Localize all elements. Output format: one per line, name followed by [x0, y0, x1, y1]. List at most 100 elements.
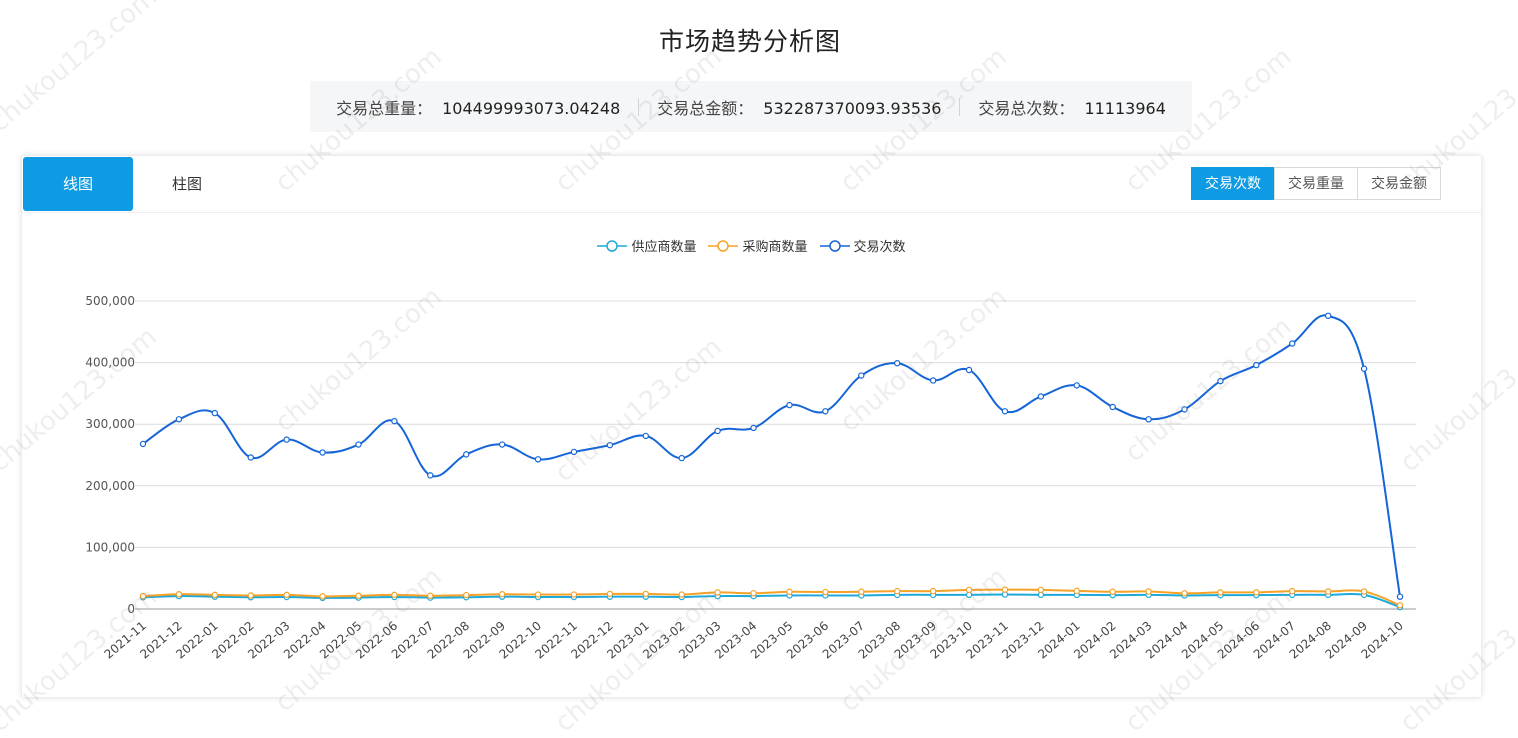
data-point: [355, 592, 362, 599]
data-point: [319, 449, 326, 456]
total-weight-label: 交易总重量：: [336, 98, 433, 118]
data-point: [211, 591, 219, 599]
data-point: [175, 416, 183, 423]
data-point: [714, 427, 721, 435]
data-point: [175, 591, 183, 598]
data-point: [1253, 589, 1260, 596]
total-count-stat: 交易总次数： 11113964: [960, 95, 1183, 119]
data-point: [822, 408, 829, 415]
metric-toggle-group: 交易次数 交易重量 交易金额: [1191, 167, 1441, 200]
data-point: [1217, 589, 1224, 596]
data-point: [1289, 340, 1296, 347]
legend-label: 采购商数量: [742, 240, 808, 255]
data-point: [678, 454, 685, 462]
data-point: [534, 591, 542, 598]
legend-item-suppliers[interactable]: 供应商数量: [597, 236, 696, 255]
data-point: [1073, 587, 1080, 595]
data-point: [750, 590, 757, 597]
chart-tab-bar: 线图 柱图 交易次数 交易重量 交易金额: [22, 156, 1481, 213]
y-tick-label: 200,000: [85, 479, 135, 493]
data-point: [1360, 365, 1368, 372]
chart-legend: 供应商数量 采购商数量 交易次数: [22, 236, 1481, 255]
metric-amount-button[interactable]: 交易金额: [1357, 167, 1441, 200]
data-point: [463, 591, 470, 599]
total-weight-value: 104499993073.04248: [442, 98, 621, 118]
legend-label: 交易次数: [853, 240, 906, 255]
metric-weight-button[interactable]: 交易重量: [1274, 167, 1358, 200]
y-tick-label: 400,000: [85, 356, 135, 370]
data-point: [1324, 588, 1332, 595]
data-point: [1289, 587, 1296, 595]
data-point: [355, 441, 362, 448]
data-point: [498, 591, 506, 598]
data-point: [498, 441, 506, 448]
data-point: [894, 360, 901, 367]
data-point: [1109, 403, 1116, 411]
total-count-value: 11113964: [1084, 98, 1166, 118]
data-point: [678, 591, 685, 598]
data-point: [714, 589, 721, 596]
data-point: [1253, 361, 1260, 369]
data-point: [858, 588, 865, 595]
line-chart: 0100,000200,000300,000400,000500,0002021…: [85, 294, 1416, 662]
data-point: [1145, 588, 1152, 595]
chart-card: 线图 柱图 交易次数 交易重量 交易金额 供应商数量 采购商数量 交易次数 0 1…: [22, 156, 1481, 697]
page-title: 市场趋势分析图: [658, 27, 841, 56]
data-point: [1037, 393, 1045, 400]
data-point: [427, 472, 434, 479]
data-point: [1181, 590, 1188, 597]
data-point: [750, 424, 757, 432]
legend-item-buyers[interactable]: 采购商数量: [708, 236, 808, 255]
tab-line-chart[interactable]: 线图: [23, 157, 133, 211]
data-point: [139, 440, 147, 448]
data-point: [1037, 586, 1045, 594]
stat-divider: [638, 97, 640, 116]
legend-item-transactions[interactable]: 交易次数: [819, 236, 906, 255]
data-point: [1145, 416, 1152, 423]
data-point: [570, 448, 578, 456]
legend-marker-icon: [708, 239, 739, 252]
legend-label: 供应商数量: [631, 240, 697, 255]
y-tick-label: 0: [127, 602, 135, 616]
data-point: [139, 592, 147, 600]
data-point: [929, 377, 937, 384]
total-count-label: 交易总次数：: [978, 98, 1075, 118]
total-weight-stat: 交易总重量： 104499993073.04248: [318, 95, 638, 119]
data-point: [858, 372, 865, 379]
data-point: [606, 441, 614, 449]
data-point: [965, 586, 973, 594]
total-amount-label: 交易总金额：: [657, 98, 754, 118]
data-point: [1109, 588, 1116, 595]
data-point: [642, 590, 650, 598]
data-point: [606, 590, 614, 598]
summary-bar: 交易总重量： 104499993073.04248 交易总金额： 532287370…: [310, 81, 1192, 132]
data-point: [929, 587, 937, 595]
watermark-text: chukou123.com: [0, 0, 163, 139]
data-point: [1001, 408, 1009, 415]
series-line-transactions: [142, 314, 1401, 597]
data-point: [391, 591, 398, 599]
tab-bar-chart[interactable]: 柱图: [171, 175, 202, 193]
data-point: [1396, 593, 1404, 600]
data-point: [822, 588, 829, 596]
data-point: [427, 592, 434, 599]
data-point: [211, 409, 219, 417]
total-amount-stat: 交易总金额： 532287370093.93536: [639, 95, 959, 119]
data-point: [642, 432, 650, 440]
y-tick-label: 500,000: [85, 294, 135, 308]
data-point: [894, 587, 901, 595]
legend-marker-icon: [819, 239, 850, 252]
data-point: [534, 456, 542, 463]
data-point: [570, 591, 578, 598]
stat-divider: [959, 97, 961, 116]
data-point: [1396, 602, 1404, 609]
legend-marker-icon: [597, 239, 628, 252]
data-point: [391, 417, 398, 425]
data-point: [786, 401, 793, 409]
metric-count-button[interactable]: 交易次数: [1191, 167, 1275, 200]
data-point: [319, 593, 326, 600]
data-point: [283, 436, 290, 443]
data-point: [1181, 406, 1188, 413]
y-tick-label: 100,000: [85, 540, 135, 554]
y-tick-label: 300,000: [85, 417, 135, 431]
